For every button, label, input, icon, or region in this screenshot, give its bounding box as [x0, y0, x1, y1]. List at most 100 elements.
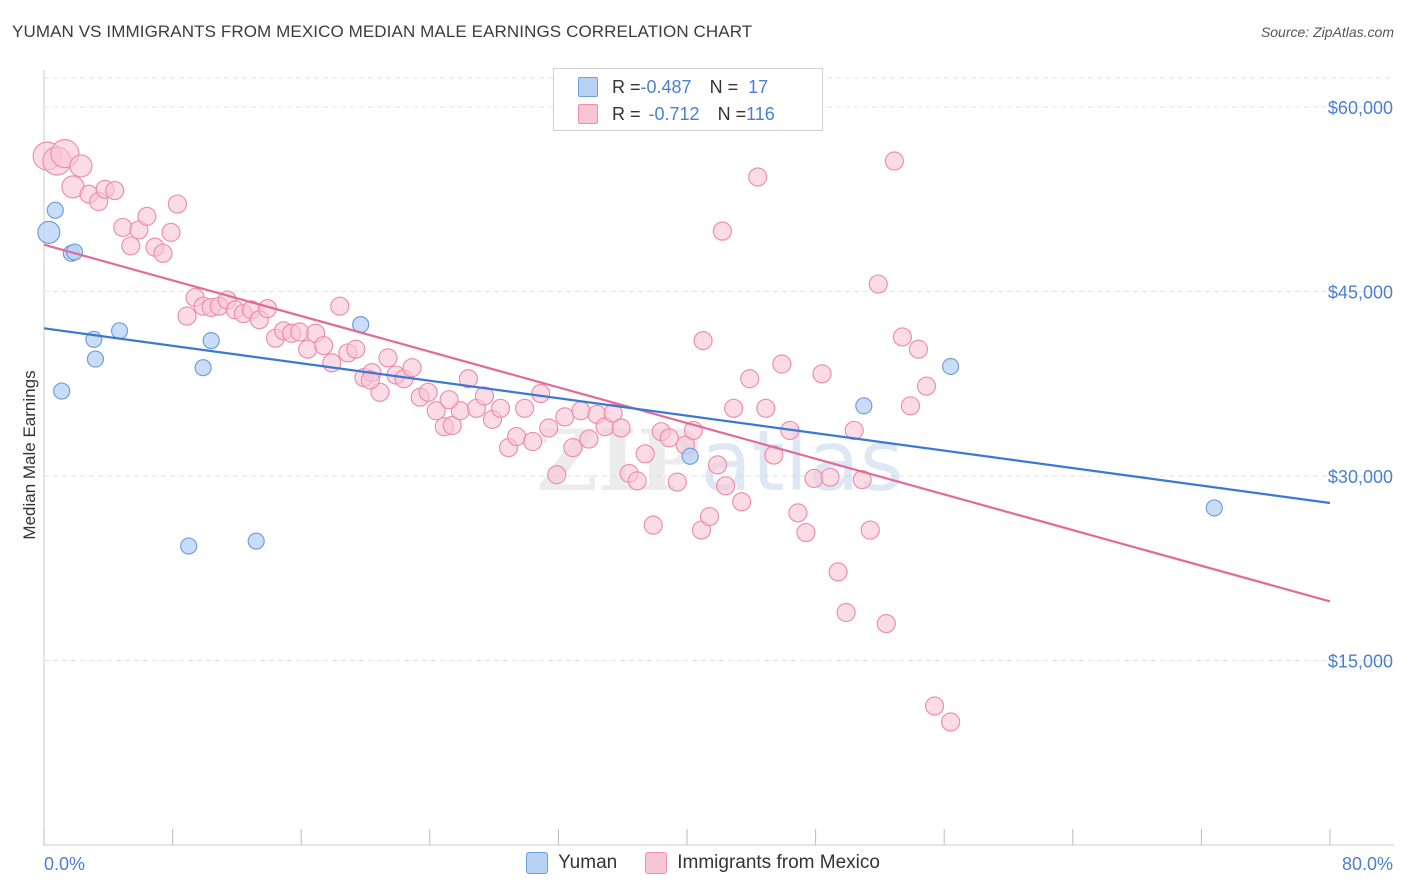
point-immigrants-from-mexico: [941, 712, 961, 732]
point-immigrants-from-mexico: [900, 396, 921, 416]
point-immigrants-from-mexico: [724, 398, 744, 418]
point-immigrants-from-mexico: [298, 339, 318, 359]
point-immigrants-from-mexico: [924, 696, 945, 716]
point-immigrants-from-mexico: [892, 327, 913, 347]
point-immigrants-from-mexico: [439, 390, 459, 410]
point-immigrants-from-mexico: [828, 562, 848, 582]
point-immigrants-from-mexico: [667, 472, 687, 492]
point-immigrants-from-mexico: [635, 444, 655, 464]
point-yuman: [247, 532, 265, 550]
point-immigrants-from-mexico: [555, 407, 575, 427]
legend-label-mexico: Immigrants from Mexico: [677, 852, 880, 873]
legend-item-yuman[interactable]: Yuman: [526, 852, 617, 874]
y-tick-label: $30,000: [1328, 467, 1393, 487]
point-immigrants-from-mexico: [547, 465, 567, 485]
point-immigrants-from-mexico: [161, 222, 181, 242]
point-immigrants-from-mexico: [579, 429, 599, 449]
point-yuman: [110, 322, 129, 340]
chart-source: Source: ZipAtlas.com: [1260, 24, 1394, 40]
point-immigrants-from-mexico: [627, 471, 647, 491]
point-immigrants-from-mexico: [539, 418, 559, 438]
x-tick-label: 0.0%: [44, 854, 85, 874]
point-immigrants-from-mexico: [772, 354, 792, 374]
trend-line-yuman: [43, 327, 1331, 505]
point-immigrants-from-mexico: [177, 306, 197, 326]
point-immigrants-from-mexico: [402, 358, 422, 378]
point-yuman: [855, 397, 873, 415]
y-tick-label: $15,000: [1328, 651, 1393, 671]
point-immigrants-from-mexico: [474, 386, 495, 406]
point-immigrants-from-mexico: [699, 506, 720, 527]
trend-line-immigrants-from-mexico: [43, 243, 1331, 603]
point-immigrants-from-mexico: [507, 426, 527, 447]
series-yuman: [37, 201, 1223, 555]
series-immigrants-from-mexico: [32, 139, 961, 732]
point-immigrants-from-mexico: [603, 403, 623, 423]
legend-r-label: R =: [612, 103, 641, 124]
legend-r-value: -0.712: [648, 103, 700, 124]
point-immigrants-from-mexico: [289, 322, 310, 342]
legend-r-value: -0.487: [640, 76, 692, 97]
point-immigrants-from-mexico: [796, 522, 816, 543]
y-tick-label: $45,000: [1328, 282, 1393, 302]
point-immigrants-from-mexico: [812, 364, 832, 384]
legend-row-mexico: R = -0.712 N = 116: [578, 101, 775, 127]
point-yuman: [180, 537, 198, 555]
point-immigrants-from-mexico: [378, 348, 398, 368]
point-immigrants-from-mexico: [442, 415, 462, 436]
point-immigrants-from-mexico: [490, 398, 511, 418]
point-immigrants-from-mexico: [571, 401, 591, 421]
legend-label-yuman: Yuman: [558, 852, 618, 873]
point-immigrants-from-mexico: [820, 467, 840, 487]
point-immigrants-from-mexico: [707, 455, 728, 475]
axes: [43, 70, 1394, 846]
legend-row-yuman: R = -0.487 N = 17: [578, 74, 768, 100]
legend-n-value: 17: [748, 76, 769, 97]
point-immigrants-from-mexico: [426, 401, 446, 421]
point-immigrants-from-mexico: [153, 243, 173, 263]
series-legend: Yuman Immigrants from Mexico: [0, 852, 1406, 874]
point-immigrants-from-mexico: [113, 217, 133, 238]
chart-title: YUMAN VS IMMIGRANTS FROM MEXICO MEDIAN M…: [12, 22, 753, 41]
point-yuman: [37, 220, 61, 244]
point-immigrants-from-mexico: [712, 221, 732, 241]
point-immigrants-from-mexico: [756, 398, 776, 418]
point-immigrants-from-mexico: [804, 468, 824, 489]
point-yuman: [53, 382, 71, 400]
legend-swatch-mexico: [578, 104, 598, 124]
point-immigrants-from-mexico: [346, 339, 366, 359]
point-yuman: [942, 357, 960, 376]
point-immigrants-from-mexico: [515, 398, 535, 418]
legend-swatch-mexico: [645, 852, 668, 874]
point-immigrants-from-mexico: [418, 382, 438, 402]
legend-r-label: R =: [612, 76, 641, 97]
grid-lines: [44, 77, 1394, 661]
point-immigrants-from-mexico: [748, 167, 768, 187]
legend-n-label: N =: [717, 103, 747, 124]
point-immigrants-from-mexico: [314, 335, 334, 356]
point-immigrants-from-mexico: [167, 194, 188, 214]
point-immigrants-from-mexico: [788, 503, 808, 523]
trend-lines: [43, 243, 1331, 603]
point-yuman: [194, 359, 212, 377]
point-yuman: [86, 350, 105, 368]
point-immigrants-from-mexico: [876, 613, 896, 634]
point-yuman: [1205, 499, 1223, 517]
point-immigrants-from-mexico: [693, 331, 713, 351]
point-immigrants-from-mexico: [360, 370, 380, 390]
x-tick-label: 80.0%: [1342, 854, 1393, 874]
legend-item-mexico[interactable]: Immigrants from Mexico: [645, 852, 880, 874]
stats-legend: R = -0.487 N = 17 R = -0.712 N = 116: [553, 68, 823, 131]
point-immigrants-from-mexico: [836, 602, 856, 623]
point-immigrants-from-mexico: [715, 476, 736, 496]
point-immigrants-from-mexico: [884, 151, 904, 171]
point-immigrants-from-mexico: [563, 438, 583, 458]
point-immigrants-from-mexico: [732, 492, 752, 512]
point-immigrants-from-mexico: [330, 296, 350, 316]
point-immigrants-from-mexico: [611, 418, 631, 438]
point-immigrants-from-mexico: [523, 431, 543, 452]
point-yuman: [681, 447, 699, 465]
legend-n-value: 116: [746, 103, 775, 124]
y-axis-label: Median Male Earnings: [20, 370, 39, 539]
